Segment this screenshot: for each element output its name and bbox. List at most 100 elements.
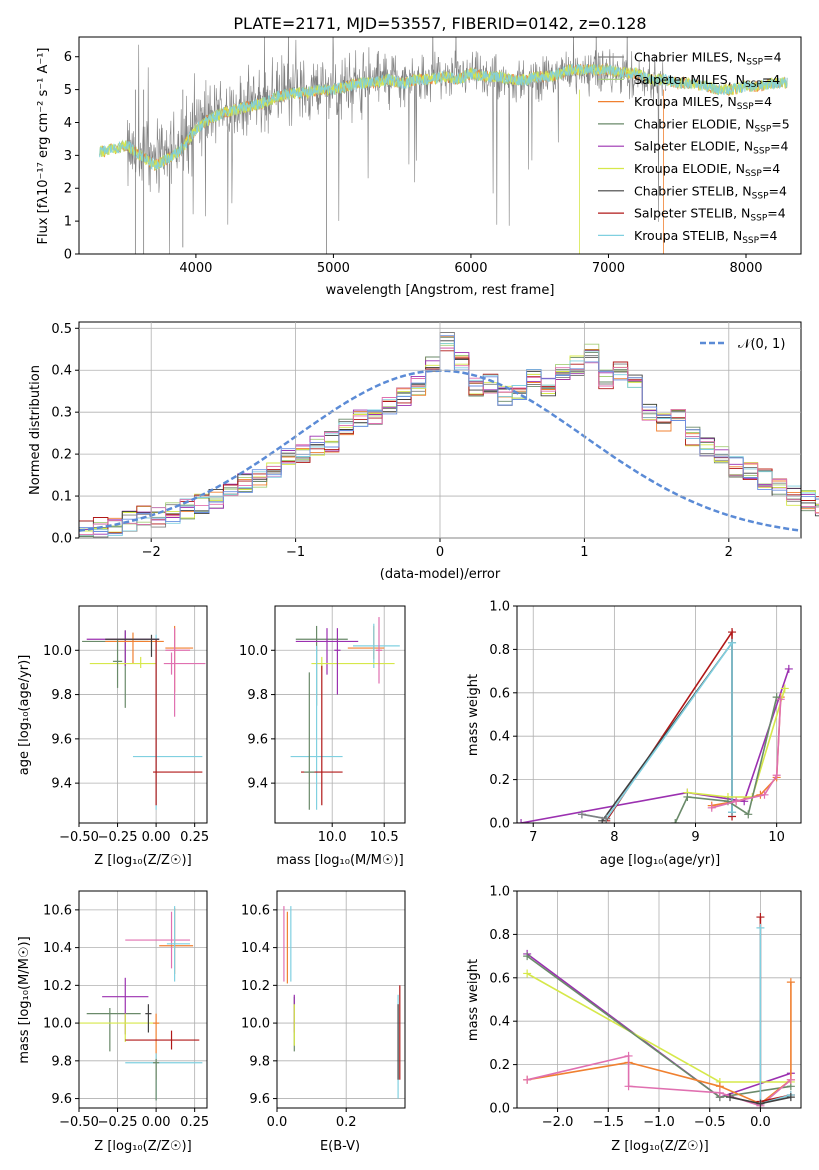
weight-marker [784,664,793,673]
weight-marker [780,684,789,693]
y-tick-label: 2 [64,182,72,197]
x-tick-label: 8 [610,830,618,845]
residual-xlabel: (data-model)/error [380,567,501,582]
legend-label: Salpeter MILES, NSSP=4 [634,72,780,90]
spectrum-panel: 4000 5000 6000 7000 8000 0 1 2 3 4 5 6 wavelength [… [36,36,802,298]
weight-line [581,813,607,820]
weight-marker [786,978,795,987]
spectrum-xlabel: wavelength [Angstrom, rest frame] [326,283,555,298]
mass-vs-z: −0.50−0.25 0.00 0.25 9.6 9.8 10.0 10.2 10.4 10.6 [43,890,209,1130]
x-tick-label: −0.25 [98,830,138,845]
y-tick-label: 9.4 [51,777,72,792]
x-tick-label: 1 [580,545,588,560]
weight-marker [715,1088,724,1097]
y-tick-label: 9.4 [247,777,268,792]
x-tick-label: 0.00 [142,1115,171,1130]
figure-title: PLATE=2171, MJD=53557, FIBERID=0142, z=0… [233,14,646,33]
age-vs-z-ylabel: age [log₁₀(age/yr)] [17,655,32,776]
y-tick-label: 9.6 [51,732,72,747]
weight-marker [728,638,737,647]
mass-vs-ebv-marks [283,906,401,1099]
histogram-step [79,336,819,537]
x-tick-label: −1 [286,545,305,560]
spectrum-frame [78,36,802,255]
x-tick-label: 9 [691,830,699,845]
weight-marker [683,792,692,801]
weight-marker [728,808,737,817]
y-tick-label: 10.4 [43,941,72,956]
x-tick-label: 5000 [317,261,350,276]
mass-vs-ebv-axes: 0.0 0.2 9.6 9.8 10.0 10.2 10.4 10.6 [241,891,405,1130]
histogram-step [79,335,819,535]
weight-marker [744,810,753,819]
weight-marker [756,913,765,922]
legend-label: Kroupa STELIB, NSSP=4 [634,228,778,246]
weight-marker [786,1093,795,1102]
age-vs-z-frame [78,605,208,824]
spectrum-traces [99,37,788,254]
weight-marker [523,1075,532,1084]
weight-vs-z-marks [523,913,795,1108]
y-tick-label: 9.8 [249,1054,270,1069]
y-tick-label: 0.3 [51,406,72,421]
x-tick-label: 7 [529,830,537,845]
weight-vs-z-ylabel: mass weight [466,959,481,1041]
x-tick-label: 8000 [729,261,762,276]
weight-marker [776,695,785,704]
weight-vs-age-frame [516,605,802,824]
x-tick-label: 0.2 [336,1115,357,1130]
legend-label: Salpeter ELODIE, NSSP=4 [634,139,789,157]
weight-marker [728,628,737,637]
age-vs-z-marks [82,625,206,810]
age-vs-mass-frame [274,605,406,824]
weight-vs-age-xlabel: age [log₁₀(age/yr)] [600,853,721,868]
y-tick-label: 0.2 [489,773,510,788]
y-tick-label: 5 [64,83,72,98]
x-tick-label: 10.0 [318,830,347,845]
x-tick-label: 0.0 [750,1115,771,1130]
y-tick-label: 0 [64,248,72,263]
residual-legend: 𝒩(0, 1) [700,337,785,352]
weight-marker [732,797,741,806]
legend-label: Chabrier STELIB, NSSP=4 [634,183,787,201]
y-tick-label: 10.0 [43,644,72,659]
x-tick-label: 4000 [179,261,212,276]
y-tick-label: 9.6 [51,1092,72,1107]
y-tick-label: 10.2 [43,979,72,994]
age-vs-mass-axes: 10.0 10.5 9.4 9.6 9.8 10.0 [239,606,405,845]
weight-marker [772,693,781,702]
weight-line [711,699,782,809]
y-tick-label: 0.4 [489,1015,510,1030]
y-tick-label: 10.6 [43,903,72,918]
weight-line [759,917,792,1103]
weight-vs-age: 7 8 9 10 0.0 0.2 0.4 0.6 0.8 1.0 [489,600,802,845]
y-tick-label: 9.8 [51,1054,72,1069]
weight-line [526,982,792,1105]
mass-vs-ebv: 0.0 0.2 9.6 9.8 10.0 10.2 10.4 10.6 [241,890,406,1130]
x-tick-label: 0.00 [142,830,171,845]
y-tick-label: 0.6 [489,971,510,986]
mass-vs-ebv-xlabel: E(B-V) [320,1139,360,1154]
weight-vs-z-axes: −2.0 −1.5 −1.0 −0.5 0.0 0.0 0.2 0.4 0.6 0.8 1.0 [489,885,801,1130]
observed-spectrum [126,37,667,254]
y-tick-label: 9.8 [247,688,268,703]
legend-label: Kroupa MILES, NSSP=4 [634,94,772,112]
age-vs-mass: 10.0 10.5 9.4 9.6 9.8 10.0 [239,605,406,845]
y-tick-label: 9.6 [249,1092,270,1107]
y-tick-label: 0.0 [489,1102,510,1117]
y-tick-label: 0.2 [51,448,72,463]
y-tick-label: 10.4 [241,941,270,956]
weight-line [759,927,792,1105]
mass-vs-z-marks [79,906,203,1101]
spectrum-ylabel: Flux [fλ10⁻¹⁷ erg cm⁻² s⁻¹ A⁻¹] [36,48,51,245]
y-tick-label: 0.0 [51,532,72,547]
y-tick-label: 0.8 [489,928,510,943]
x-tick-label: −1.0 [643,1115,675,1130]
y-tick-label: 10.0 [43,1017,72,1032]
mass-vs-ebv-frame [276,890,406,1109]
residual-ylabel: Normed distribution [28,365,43,495]
weight-marker [760,790,769,799]
y-tick-label: 3 [64,149,72,164]
x-tick-label: 7000 [592,261,625,276]
age-vs-mass-xlabel: mass [log₁₀(M/M☉)] [276,853,403,868]
